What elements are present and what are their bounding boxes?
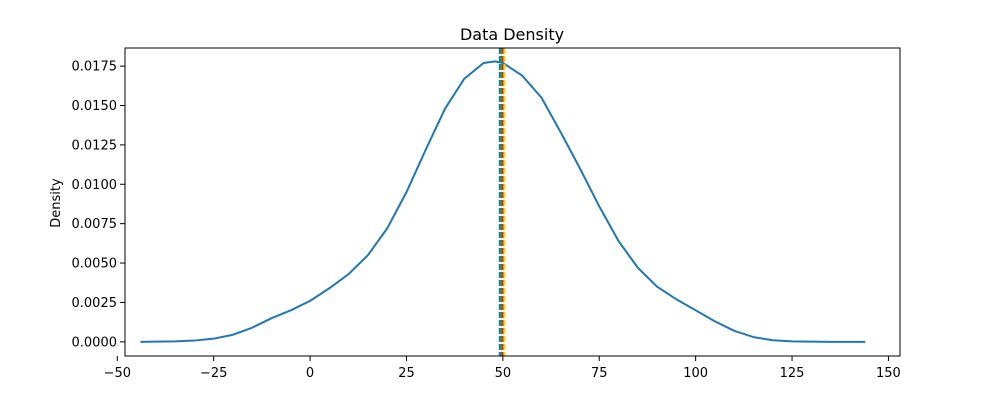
x-tick-label-5: 75 (591, 366, 608, 381)
chart-title: Data Density (460, 25, 564, 44)
x-tick-label-1: −25 (200, 366, 227, 381)
y-axis-title: Density (49, 178, 64, 228)
y-tick-label-0: 0.0000 (72, 335, 118, 350)
plot-area: −50 −25 0 25 50 75 100 125 150 0.0000 0.0025 0.0050… (72, 47, 901, 381)
x-tick-label-6: 100 (683, 366, 708, 381)
y-tick-label-1: 0.0025 (72, 296, 118, 311)
x-tick-label-4: 50 (495, 366, 512, 381)
x-tick-label-0: −50 (104, 366, 131, 381)
x-tick-label-3: 25 (398, 366, 415, 381)
x-tick-label-8: 150 (876, 366, 901, 381)
y-tick-label-3: 0.0075 (72, 217, 118, 232)
plot-frame (124, 47, 901, 357)
y-tick-label-6: 0.0150 (72, 99, 118, 114)
x-tick-label-2: 0 (306, 366, 314, 381)
y-tick-label-7: 0.0175 (72, 60, 118, 75)
y-tick-label-4: 0.0100 (72, 178, 118, 193)
y-tick-label-5: 0.0125 (72, 138, 118, 153)
y-tick-label-2: 0.0050 (72, 257, 118, 272)
x-tick-label-7: 125 (780, 366, 805, 381)
density-line-0 (140, 60, 866, 343)
